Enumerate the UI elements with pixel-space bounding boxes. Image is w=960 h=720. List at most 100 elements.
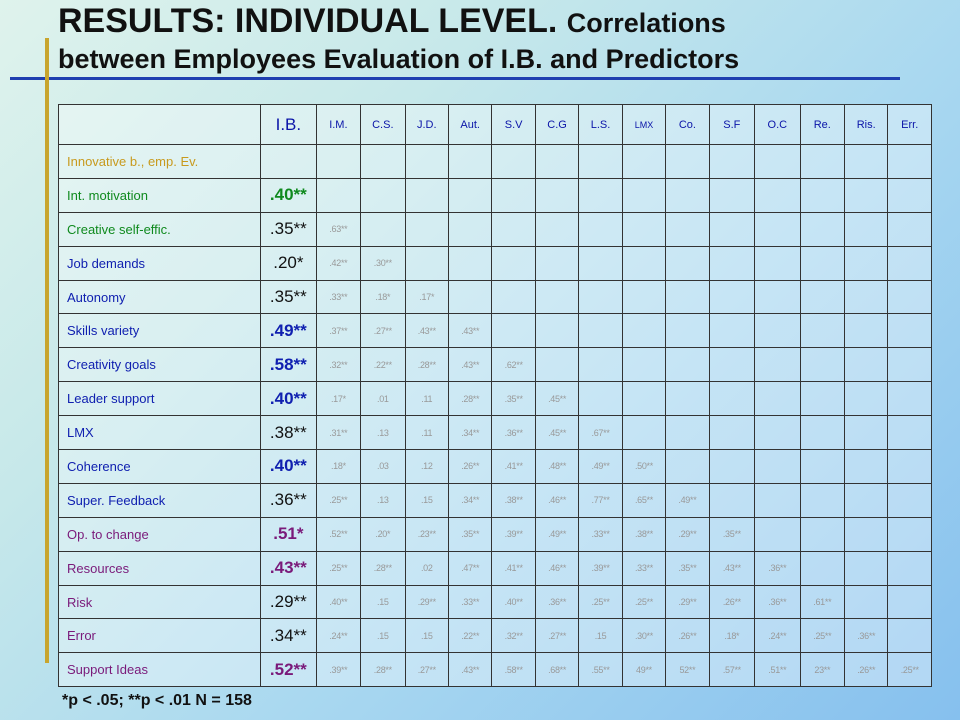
correlation-cell: .37** xyxy=(315,313,362,349)
correlation-cell: .45** xyxy=(534,415,580,451)
correlation-cell xyxy=(665,279,710,315)
correlation-cell: .50** xyxy=(621,449,667,484)
correlation-cell xyxy=(754,245,801,281)
correlation-cell xyxy=(843,245,889,281)
correlation-cell: .30** xyxy=(621,618,667,654)
title-line-2: between Employees Evaluation of I.B. and… xyxy=(58,44,740,74)
correlation-cell: .43** xyxy=(447,313,493,349)
column-header: L.S. xyxy=(578,104,623,145)
table-row: Innovative b., emp. Ev. xyxy=(57,144,932,179)
correlation-cell xyxy=(843,211,889,247)
correlation-cell xyxy=(754,211,801,247)
correlation-cell: .41** xyxy=(491,550,536,586)
ib-correlation: .43** xyxy=(260,550,317,586)
column-header: S.V xyxy=(491,104,536,145)
ib-correlation: .49** xyxy=(260,313,317,349)
correlation-cell xyxy=(799,144,846,179)
correlation-cell xyxy=(708,482,756,518)
ib-correlation: .52** xyxy=(260,652,317,688)
correlation-cell xyxy=(665,313,710,349)
correlation-cell: .22** xyxy=(447,618,493,654)
correlation-cell: .26** xyxy=(708,584,756,620)
row-label: Autonomy xyxy=(57,279,262,315)
table-row: Support Ideas .52** .39** .28** .27** .43** .5… xyxy=(57,652,932,688)
correlation-cell xyxy=(843,313,889,349)
correlation-cell xyxy=(843,550,889,586)
table-row: Leader support .40** .17* .01.11.28** .35**.… xyxy=(57,381,932,417)
correlation-cell: .49** xyxy=(665,482,710,518)
column-header: C.S. xyxy=(360,104,406,145)
header-row: I.B. I.M. C.S. J.D. Aut. S.V C.G L.S. LMX Co. S.F O… xyxy=(57,104,932,145)
correlation-cell: .36** xyxy=(843,618,889,654)
correlation-cell xyxy=(708,415,756,451)
correlation-cell xyxy=(578,347,623,383)
correlation-cell xyxy=(754,381,801,417)
correlation-cell: .29** xyxy=(404,584,449,620)
correlation-cell: .29** xyxy=(665,516,710,552)
correlation-cell xyxy=(621,211,667,247)
correlation-cell xyxy=(887,516,932,552)
correlation-cell xyxy=(665,415,710,451)
correlation-cell: .26** xyxy=(843,652,889,688)
correlation-cell xyxy=(799,381,846,417)
correlation-cell xyxy=(621,347,667,383)
ib-correlation: .29** xyxy=(260,584,317,620)
correlation-cell xyxy=(578,144,623,179)
correlation-cell xyxy=(887,415,932,451)
correlation-cell: .33** xyxy=(621,550,667,586)
correlation-cell xyxy=(534,279,580,315)
correlation-cell xyxy=(843,177,889,213)
correlation-cell xyxy=(799,415,846,451)
column-header: I.M. xyxy=(315,104,362,145)
correlation-cell xyxy=(843,381,889,417)
correlation-cell xyxy=(708,144,756,179)
correlation-cell xyxy=(843,279,889,315)
correlation-cell: 23** xyxy=(799,652,846,688)
correlation-cell: .25** xyxy=(315,550,362,586)
row-label: Int. motivation xyxy=(57,177,262,213)
row-label: LMX xyxy=(57,415,262,451)
ib-correlation: .36** xyxy=(260,482,317,518)
correlation-cell xyxy=(491,177,536,213)
row-label: Support Ideas xyxy=(57,652,262,688)
correlation-cell: .39** xyxy=(315,652,362,688)
correlation-cell: .23** xyxy=(404,516,449,552)
correlation-cell xyxy=(447,279,493,315)
correlation-cell: .15 xyxy=(360,618,406,654)
correlation-cell xyxy=(360,144,406,179)
correlation-cell: .55** xyxy=(578,652,623,688)
column-header: I.B. xyxy=(260,104,317,145)
correlation-cell: .43** xyxy=(708,550,756,586)
correlation-cell xyxy=(887,550,932,586)
header-corner xyxy=(57,104,262,145)
column-header: Err. xyxy=(887,104,932,145)
correlation-cell xyxy=(665,245,710,281)
table-body: Innovative b., emp. Ev. Int. motivation .4… xyxy=(57,144,932,688)
correlation-cell: .11 xyxy=(404,381,449,417)
correlation-cell xyxy=(491,313,536,349)
correlation-cell xyxy=(843,144,889,179)
correlation-cell: .15 xyxy=(360,584,406,620)
correlation-cell xyxy=(843,482,889,518)
correlation-cell: .26** xyxy=(665,618,710,654)
footnote: *p < .05; **p < .01 N = 158 xyxy=(62,692,252,709)
correlation-cell: .24** xyxy=(315,618,362,654)
correlation-cell: .25** xyxy=(578,584,623,620)
correlation-cell: .15 xyxy=(578,618,623,654)
correlation-cell xyxy=(887,211,932,247)
table-row: Error .34** .24** .15.15.22** .32** .27** .15.… xyxy=(57,618,932,654)
correlation-cell: .03 xyxy=(360,449,406,484)
correlation-cell xyxy=(665,449,710,484)
correlation-cell: .34** xyxy=(447,415,493,451)
correlation-cell xyxy=(754,516,801,552)
correlation-cell: .28** xyxy=(360,652,406,688)
correlation-cell: .15 xyxy=(404,618,449,654)
correlation-cell: .02 xyxy=(404,550,449,586)
correlation-cell: .32** xyxy=(315,347,362,383)
correlation-cell: .39** xyxy=(491,516,536,552)
ib-correlation: .40** xyxy=(260,449,317,484)
ib-correlation: .58** xyxy=(260,347,317,383)
table-row: Resources .43** .25** .28** .02.47** .41** .46… xyxy=(57,550,932,586)
correlation-cell xyxy=(887,279,932,315)
row-label: Creative self-effic. xyxy=(57,211,262,247)
